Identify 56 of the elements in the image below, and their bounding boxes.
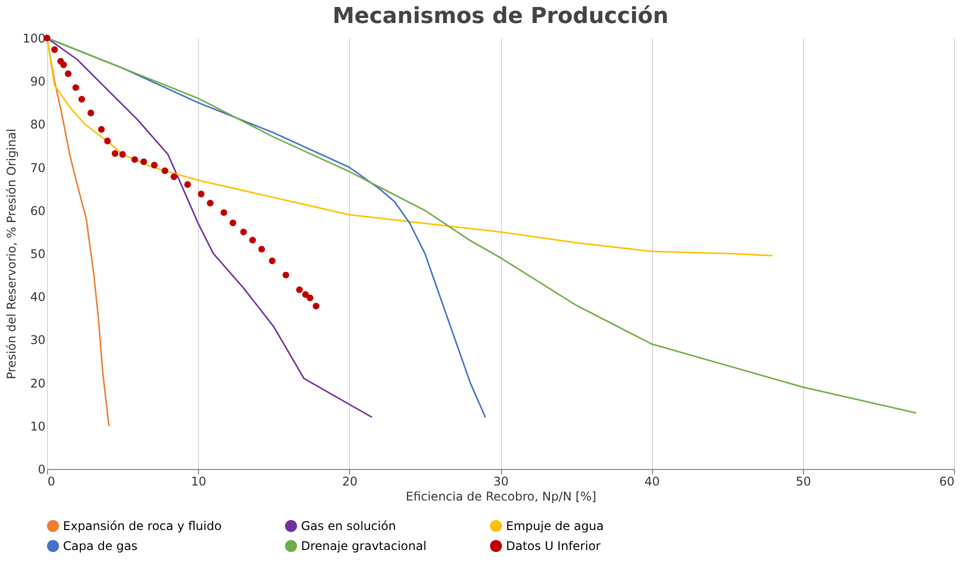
point [112,150,118,157]
point [249,236,256,244]
point [140,158,148,166]
point [206,200,214,206]
point [119,151,126,158]
x-tick-label: 50 [796,474,811,488]
y-tick-label: 70 [30,160,46,175]
point [170,173,178,180]
point [87,110,94,116]
point [302,291,309,298]
legend-label: Drenaje gravtacional [301,539,426,553]
point [230,220,236,226]
x-tick-label: 20 [342,474,358,488]
x-tick-label: 60 [939,474,954,488]
x-tick-label: 30 [493,474,509,488]
point [72,84,80,91]
legend-label: Capa de gas [63,539,138,553]
point [98,126,105,133]
legend-label: Datos U Inferior [506,539,601,553]
point [60,61,67,68]
legend-label: Expansión de roca y fluido [63,519,222,533]
y-tick-label: 30 [30,333,46,348]
y-axis-title: Presión del Reservorio, % Presión Original [4,128,19,380]
point [198,190,205,198]
legend-label: Gas en solución [301,519,396,533]
point [240,228,247,236]
point [312,302,320,310]
point [78,96,86,103]
x-axis-title: Eficiencia de Recobro, Np/N [%] [406,490,596,504]
point [282,272,290,278]
y-tick-label: 40 [30,290,46,304]
point [268,257,276,264]
point [306,294,314,302]
y-tick-label: 90 [30,74,46,89]
x-tick-label: 10 [191,474,206,488]
y-tick-label: 80 [30,118,46,132]
point [64,70,72,78]
point [220,209,228,216]
point [162,167,168,174]
point [296,286,303,294]
y-tick-label: 0 [38,462,46,476]
x-tick-label: 0 [48,474,56,488]
point [184,181,191,188]
y-tick-label: 20 [30,376,46,390]
point [104,138,111,144]
chart-title: Mecanismos de Producción [332,4,669,29]
point [51,46,58,53]
y-tick-label: 60 [30,204,46,218]
point [258,246,266,253]
point [131,156,138,163]
legend-label: Empuje de agua [506,519,604,533]
y-tick-label: 10 [30,419,46,434]
point [150,162,158,168]
y-tick-label: 50 [30,247,46,261]
y-tick-label: 100 [22,32,46,46]
x-tick-label: 40 [644,474,660,488]
